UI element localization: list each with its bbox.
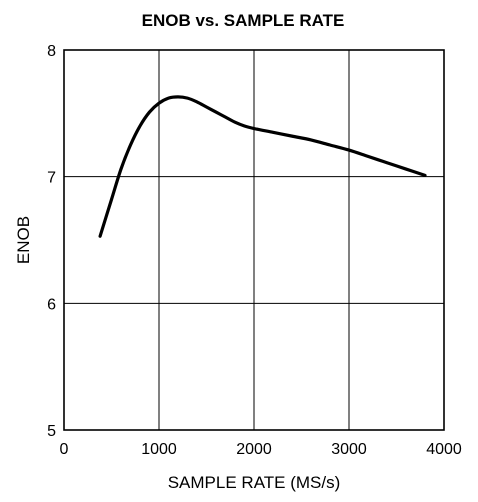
y-axis-label: ENOB [14,216,33,264]
y-tick-label: 5 [47,423,56,440]
series-line [98,95,427,238]
x-tick-labels: 0 1000 2000 3000 4000 [60,441,462,458]
plot-frame [63,49,445,431]
x-tick-label: 2000 [236,441,272,458]
x-tick-label: 4000 [426,441,462,458]
x-tick-label: 3000 [331,441,367,458]
x-tick-label: 1000 [141,441,177,458]
x-axis-label: SAMPLE RATE (MS/s) [168,473,341,492]
y-tick-labels: 5 6 7 8 [47,43,56,440]
grid-lines [64,50,444,430]
y-tick-label: 8 [47,43,56,60]
x-tick-label: 0 [60,441,69,458]
chart-title: ENOB vs. SAMPLE RATE [142,11,345,30]
y-tick-label: 6 [47,296,56,313]
y-tick-label: 7 [47,170,56,187]
